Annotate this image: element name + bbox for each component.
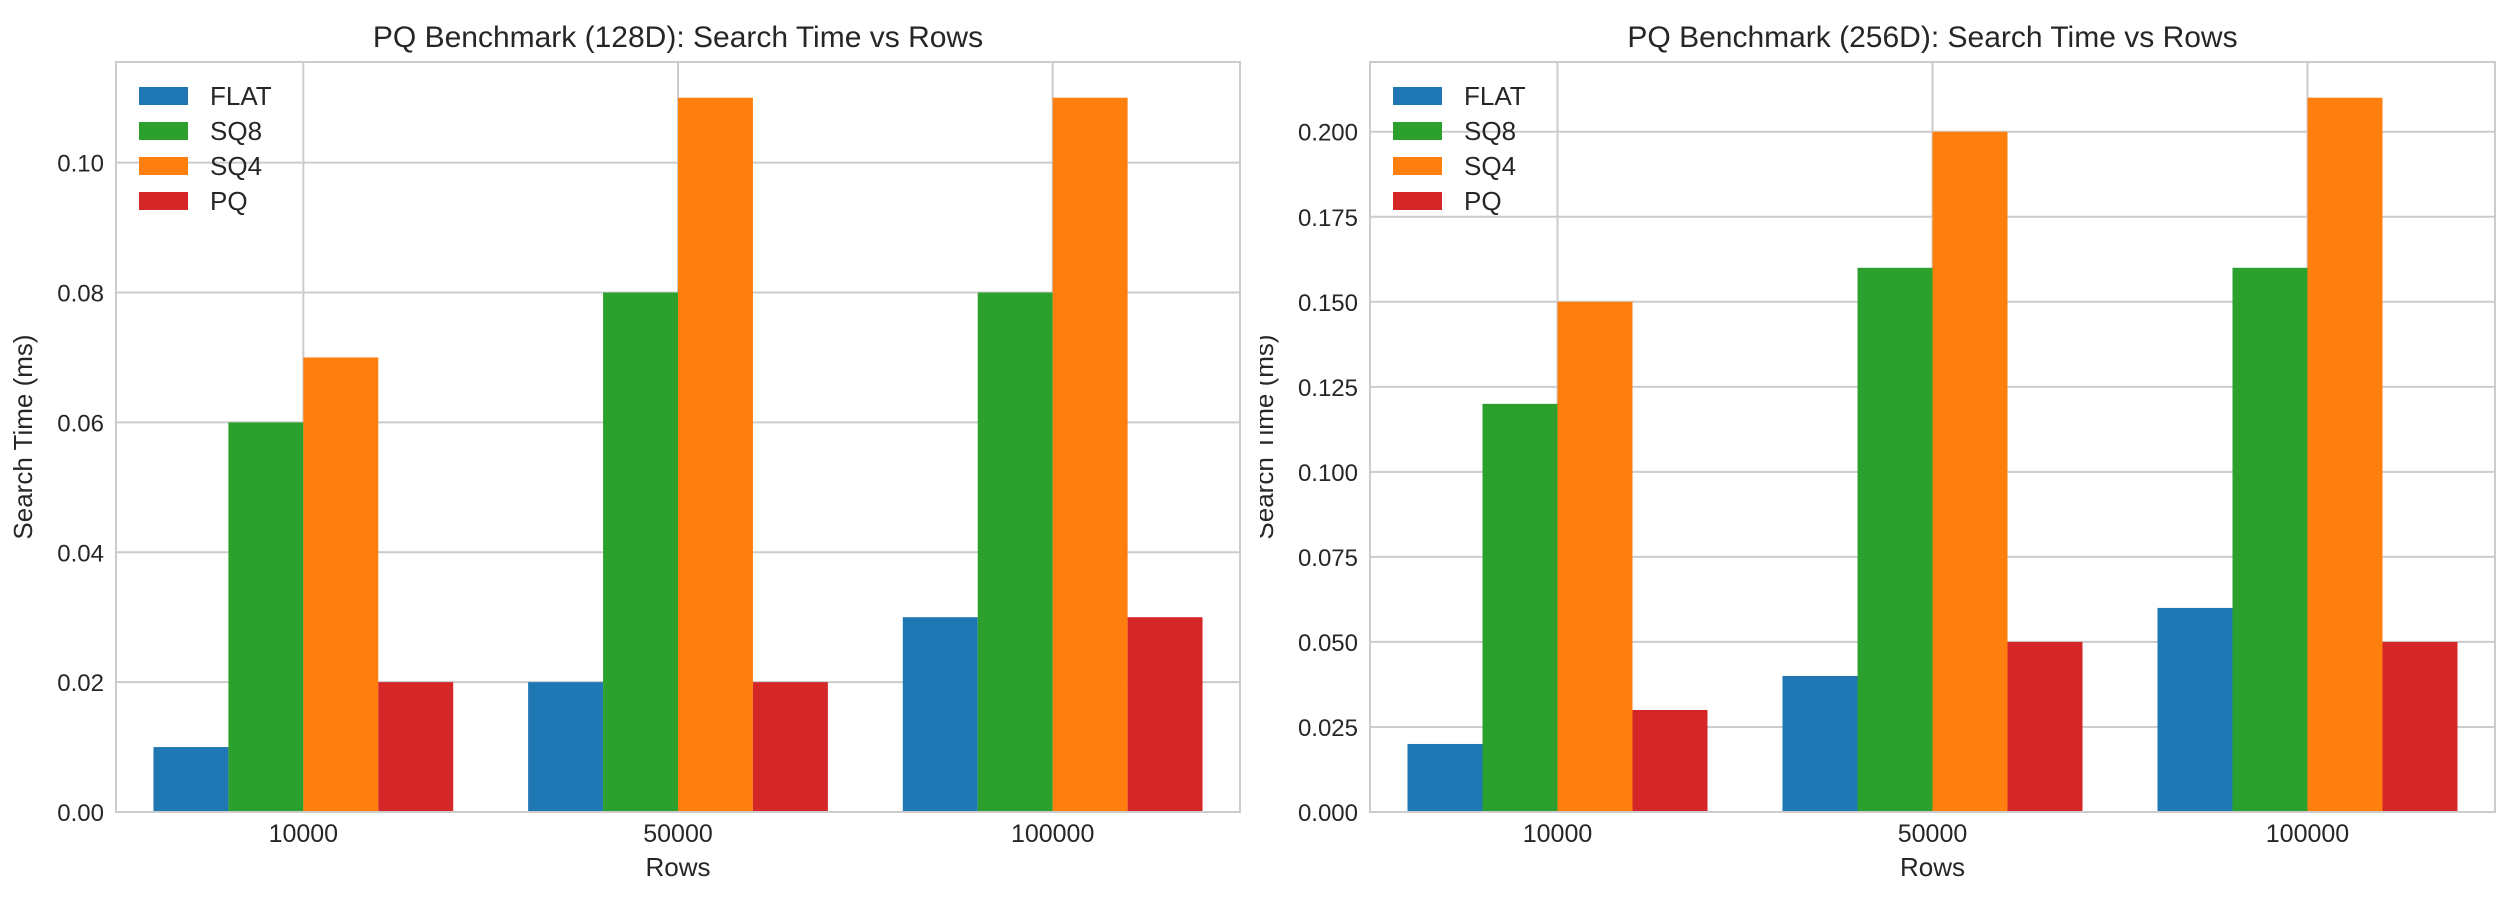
bar-pq-50000 <box>2007 641 2083 812</box>
x-axis-label: Rows <box>1900 852 1965 882</box>
bar-pq-50000 <box>752 682 828 812</box>
y-tick-label: 0.08 <box>57 281 104 308</box>
legend-label-flat: FLAT <box>210 81 272 111</box>
chart-256d: PQ Benchmark (256D): Search Time vs Rows… <box>1260 0 2520 900</box>
y-tick-label: 0.10 <box>57 151 104 178</box>
y-tick-label: 0.100 <box>1298 460 1358 487</box>
legend-label-flat: FLAT <box>1464 81 1526 111</box>
legend-label-sq4: SQ4 <box>1464 151 1516 181</box>
legend-swatch-sq4 <box>1393 157 1442 175</box>
y-tick-label: 0.000 <box>1298 800 1358 827</box>
y-tick-label: 0.150 <box>1298 290 1358 317</box>
bar-sq8-10000 <box>228 422 304 812</box>
y-tick-label: 0.075 <box>1298 545 1358 572</box>
bar-pq-100000 <box>2382 641 2458 812</box>
y-tick-label: 0.175 <box>1298 205 1358 232</box>
bar-sq4-10000 <box>303 357 379 812</box>
plot-border <box>1369 61 2496 813</box>
y-tick-label: 0.02 <box>57 670 104 697</box>
plot-border <box>115 61 1241 813</box>
y-tick-label: 0.06 <box>57 410 104 437</box>
plot-area-256d: 0.000 0.025 0.050 0.075 0.100 0.125 0.150 0.175… <box>1260 61 2496 882</box>
bar-sq4-50000 <box>678 97 753 812</box>
bar-sq8-10000 <box>1482 403 1558 812</box>
y-tick-label: 0.125 <box>1298 375 1358 402</box>
bar-pq-10000 <box>378 682 454 812</box>
y-tick-label: 0.04 <box>57 540 104 567</box>
bar-sq8-50000 <box>1857 267 1933 812</box>
x-tick-label: 100000 <box>1011 820 1094 848</box>
y-tick-label: 0.025 <box>1298 715 1358 742</box>
x-tick-label: 10000 <box>269 820 339 848</box>
plot-area-128d: 0.00 0.02 0.04 0.06 0.08 0.10 10000 50000 100000… <box>8 61 1241 882</box>
bar-pq-10000 <box>1632 709 1708 812</box>
bar-sq4-50000 <box>1932 131 2008 812</box>
y-tick-label: 0.050 <box>1298 630 1358 657</box>
legend-swatch-pq <box>139 192 188 210</box>
x-tick-label: 50000 <box>1898 820 1968 848</box>
legend-swatch-sq4 <box>139 157 188 175</box>
legend-label-pq: PQ <box>1464 186 1502 216</box>
x-axis-label: Rows <box>645 852 710 882</box>
x-tick-label: 100000 <box>2266 820 2349 848</box>
y-axis-label: Search Time (ms) <box>1260 334 1279 539</box>
bar-sq8-50000 <box>603 292 678 812</box>
legend-label-sq8: SQ8 <box>1464 116 1516 146</box>
chart-128d: PQ Benchmark (128D): Search Time vs Rows… <box>8 21 1241 882</box>
legend-label-sq8: SQ8 <box>210 116 262 146</box>
legend-swatch-sq8 <box>1393 122 1442 140</box>
bar-sq4-100000 <box>1052 97 1128 812</box>
y-axis-label: Search Time (ms) <box>8 334 38 539</box>
bar-sq4-10000 <box>1557 301 1633 812</box>
bar-pq-100000 <box>1127 617 1203 812</box>
y-tick-label: 0.00 <box>57 800 104 827</box>
bar-sq8-100000 <box>2232 267 2308 812</box>
chart-title-256d: PQ Benchmark (256D): Search Time vs Rows <box>1627 21 2238 54</box>
bar-flat-50000 <box>528 682 604 812</box>
chart-title-128d: PQ Benchmark (128D): Search Time vs Rows <box>372 21 984 54</box>
legend-swatch-flat <box>1393 87 1442 105</box>
legend-label-pq: PQ <box>210 186 248 216</box>
y-tick-label: 0.200 <box>1298 120 1358 147</box>
legend-label-sq4: SQ4 <box>210 151 262 181</box>
bar-sq8-100000 <box>977 292 1053 812</box>
bar-flat-10000 <box>153 747 229 812</box>
bar-sq4-100000 <box>2307 97 2383 812</box>
legend-swatch-sq8 <box>139 122 188 140</box>
bar-flat-100000 <box>2157 607 2233 812</box>
x-tick-label: 10000 <box>1523 820 1593 848</box>
legend-swatch-flat <box>139 87 188 105</box>
bar-flat-10000 <box>1407 743 1483 812</box>
x-tick-label: 50000 <box>643 820 713 848</box>
bar-flat-50000 <box>1782 675 1858 812</box>
bar-flat-100000 <box>902 617 978 812</box>
legend-swatch-pq <box>1393 192 1442 210</box>
